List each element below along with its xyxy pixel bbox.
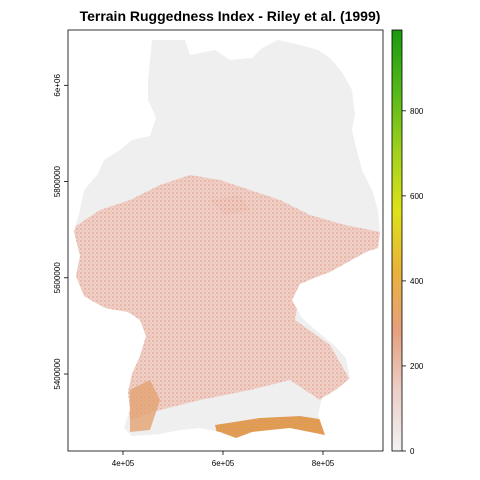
y-tick-label: 5800000 [53,165,62,197]
x-tick-label: 8e+05 [312,459,335,468]
y-tick-label: 5600000 [53,262,62,294]
legend-tick-label: 600 [410,192,424,201]
central-uplands [74,175,380,420]
x-axis: 4e+05 6e+05 8e+05 [112,451,335,468]
y-tick-label: 5400000 [53,358,62,390]
legend-tick-label: 800 [410,107,424,116]
y-axis: 5400000 5600000 5800000 6e+06 [53,74,68,390]
black-forest [130,380,160,432]
x-tick-label: 4e+05 [112,459,135,468]
legend-colorbar [391,29,403,452]
map-title: Terrain Ruggedness Index - Riley et al. … [79,8,381,24]
legend-tick-label: 200 [410,362,424,371]
legend-ticks: 0 200 400 600 800 [402,107,424,456]
harz-region [210,195,250,215]
legend-tick-label: 400 [410,277,424,286]
y-tick-label: 6e+06 [53,74,62,97]
color-legend: 0 200 400 600 800 [391,29,424,456]
legend-tick-label: 0 [410,447,415,456]
x-tick-label: 6e+05 [212,459,235,468]
